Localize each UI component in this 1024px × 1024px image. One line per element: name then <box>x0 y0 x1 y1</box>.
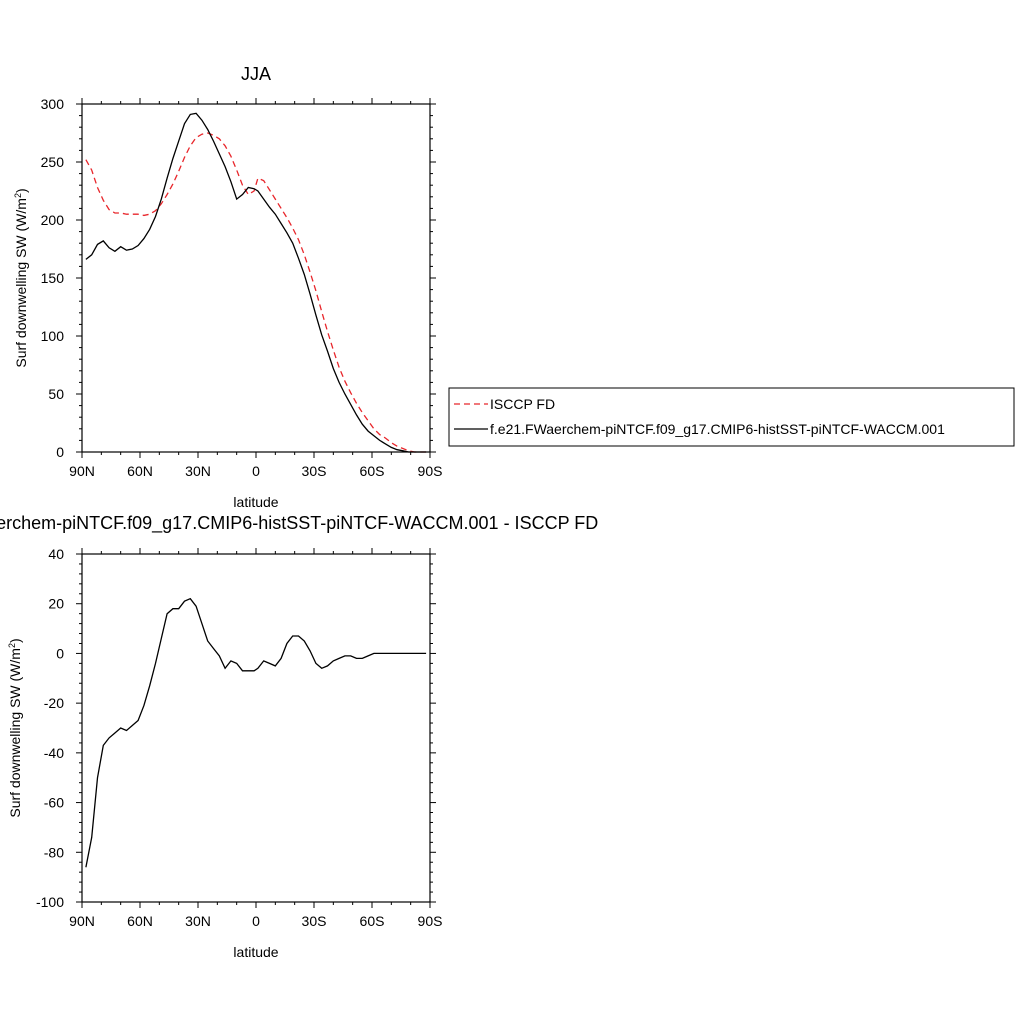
x-tick-label: 30N <box>185 463 211 479</box>
series-line-1 <box>85 112 427 453</box>
bottom-y-axis-label: Surf downwelling SW (W/m2) <box>7 638 23 817</box>
y-tick-label: 250 <box>41 154 65 170</box>
top-x-axis-label: latitude <box>233 494 278 510</box>
y-tick-label: 50 <box>48 386 64 402</box>
y-tick-label: 150 <box>41 270 65 286</box>
bottom-plot-frame <box>81 553 431 903</box>
y-tick-label: -60 <box>44 795 64 811</box>
x-tick-label: 60N <box>127 913 153 929</box>
legend-label-isccp: ISCCP FD <box>490 396 555 412</box>
x-tick-label: 90N <box>69 463 95 479</box>
x-tick-label: 90N <box>69 913 95 929</box>
x-tick-label: 30N <box>185 913 211 929</box>
y-tick-label: -40 <box>44 745 64 761</box>
x-tick-label: 0 <box>252 913 260 929</box>
bottom-series-lines <box>85 597 427 868</box>
bottom-panel: f.e21.FWaerchem-piNTCF.f09_g17.CMIP6-his… <box>0 513 598 960</box>
series-line-0 <box>85 597 427 868</box>
y-tick-label: 100 <box>41 328 65 344</box>
series-line-0 <box>85 132 427 453</box>
legend: ISCCP FD f.e21.FWaerchem-piNTCF.f09_g17.… <box>448 387 1015 447</box>
x-tick-label: 60S <box>360 463 385 479</box>
y-tick-label: -100 <box>36 894 64 910</box>
top-y-axis-label: Surf downwelling SW (W/m2) <box>13 188 29 367</box>
y-tick-label: -20 <box>44 695 64 711</box>
x-tick-label: 30S <box>302 913 327 929</box>
x-tick-label: 90S <box>418 913 443 929</box>
top-plot-frame <box>81 103 431 453</box>
top-chart-title: JJA <box>241 64 271 84</box>
legend-box <box>448 387 1015 447</box>
x-tick-label: 0 <box>252 463 260 479</box>
y-tick-label: 0 <box>56 645 64 661</box>
x-tick-label: 60S <box>360 913 385 929</box>
y-tick-label: 20 <box>48 596 64 612</box>
top-ticks: 90N 60N 30N 0 30S 60S 90S 0 50 100 150 200 250 300 <box>41 96 443 479</box>
y-tick-label: -80 <box>44 844 64 860</box>
y-tick-label: 200 <box>41 212 65 228</box>
bottom-ticks: 90N 60N 30N 0 30S 60S 90S -100 -80 -60 -40 -20 0 20 40 <box>36 546 442 929</box>
x-tick-label: 90S <box>418 463 443 479</box>
x-tick-label: 60N <box>127 463 153 479</box>
bottom-x-axis-label: latitude <box>233 944 278 960</box>
bottom-chart-title: f.e21.FWaerchem-piNTCF.f09_g17.CMIP6-his… <box>0 513 598 534</box>
x-tick-label: 30S <box>302 463 327 479</box>
y-tick-label: 300 <box>41 96 65 112</box>
top-panel: JJA 90N 60N 30N 0 30S 60S 90S 0 50 100 150 200 250 30… <box>13 64 442 510</box>
y-tick-label: 0 <box>56 444 64 460</box>
y-tick-label: 40 <box>48 546 64 562</box>
legend-label-model: f.e21.FWaerchem-piNTCF.f09_g17.CMIP6-his… <box>490 421 945 437</box>
top-series-lines <box>85 112 427 453</box>
